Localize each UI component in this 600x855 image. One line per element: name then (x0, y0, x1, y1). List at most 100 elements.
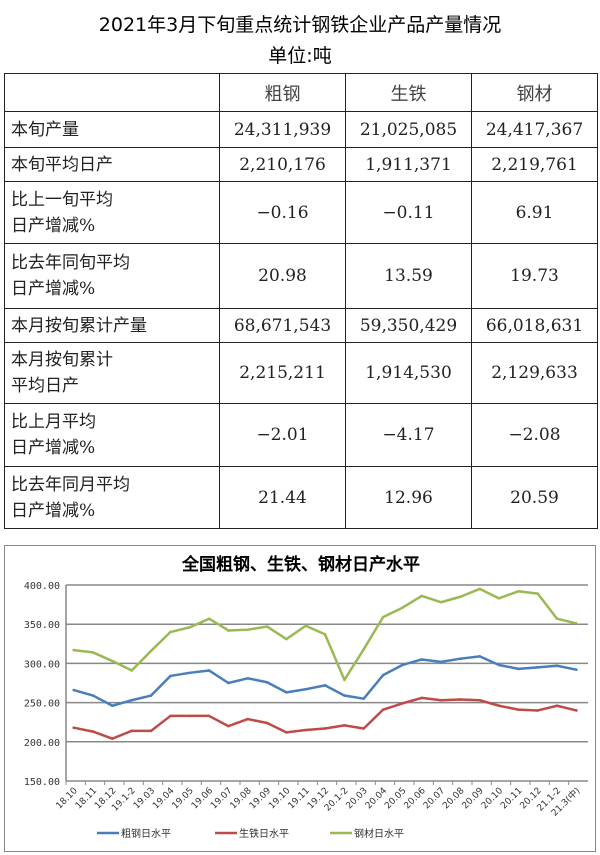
data-point (497, 704, 501, 708)
data-point (72, 726, 76, 729)
data-point (362, 647, 366, 651)
data-point (343, 694, 346, 697)
cell-value: 1,914,530 (345, 342, 472, 404)
data-point (555, 664, 559, 668)
data-point (420, 696, 424, 700)
data-point (130, 729, 134, 733)
data-point (304, 624, 308, 628)
cell-value: −0.16 (219, 181, 346, 244)
cell-value: −0.11 (345, 181, 472, 244)
data-point (227, 724, 230, 728)
y-tick-label: 300.00 (24, 659, 60, 670)
row-label: 本旬产量 (4, 111, 220, 148)
table-row: 比去年同月平均 日产增减% 21.44 12.96 20.59 (4, 466, 598, 529)
chart-container: 全国粗钢、生铁、钢材日产水平 150.00 200.00 250.00 300.00 35… (4, 545, 596, 852)
data-point (362, 697, 366, 700)
row-label: 比上月平均 日产增减% (4, 403, 220, 467)
data-point (72, 648, 76, 652)
cell-value: 2,129,633 (471, 342, 598, 404)
cell-value: 2,219,761 (471, 147, 598, 182)
y-tick-label: 350.00 (24, 620, 60, 631)
data-point (323, 684, 327, 687)
data-point (246, 628, 250, 631)
data-point (207, 714, 211, 718)
row-label: 比去年同旬平均 日产增减% (4, 243, 220, 309)
cell-value: 24,311,939 (219, 111, 346, 148)
y-tick-label: 200.00 (24, 738, 60, 749)
data-point (459, 698, 462, 701)
cell-value: 59,350,429 (345, 308, 472, 343)
data-point (111, 704, 114, 708)
production-table: 粗钢 生铁 钢材 本旬产量 24,311,939 21,025,085 24,417,… (4, 73, 598, 529)
data-point (169, 630, 172, 634)
cell-value: 6.91 (471, 181, 598, 244)
data-point (304, 728, 308, 732)
data-point (478, 698, 482, 702)
data-point (130, 669, 134, 672)
cell-value: 66,018,631 (471, 308, 598, 343)
legend-label: 生铁日水平 (239, 827, 289, 840)
data-point (188, 671, 192, 675)
data-point (575, 622, 578, 625)
page-title: 2021年3月下旬重点统计钢铁企业产品产量情况 (98, 14, 502, 36)
data-point (149, 694, 153, 697)
cell-value: 68,671,543 (219, 308, 346, 343)
data-point (497, 663, 501, 667)
data-point (188, 626, 192, 629)
row-label: 本月按旬累计 平均日产 (4, 342, 220, 404)
data-point (149, 649, 153, 653)
data-point (575, 668, 578, 671)
y-tick-label: 150.00 (24, 777, 60, 788)
data-point (459, 595, 462, 599)
data-point (207, 617, 211, 621)
data-point (536, 592, 540, 595)
unit-label: 单位:吨 (268, 45, 332, 67)
data-point (343, 724, 346, 727)
table-header-row: 粗钢 生铁 钢材 (4, 73, 598, 112)
cell-value: 21,025,085 (345, 111, 472, 148)
cell-value: 19.73 (471, 243, 598, 309)
data-point (420, 594, 424, 598)
cell-value: 2,210,176 (219, 147, 346, 182)
data-point (381, 673, 385, 677)
chart-title: 全国粗钢、生铁、钢材日产水平 (181, 554, 420, 575)
cell-value: 1,911,371 (345, 147, 472, 182)
data-point (478, 655, 482, 658)
row-label: 比上一旬平均 日产增减% (4, 181, 220, 244)
header-pig-iron: 生铁 (345, 73, 472, 112)
data-point (517, 667, 520, 671)
data-point (459, 657, 462, 660)
table-row: 本月按旬累计产量 68,671,543 59,350,429 66,018,631 (4, 308, 598, 343)
cell-value: 24,417,367 (471, 111, 598, 148)
y-tick-label: 400.00 (24, 581, 60, 592)
data-point (381, 615, 385, 619)
data-point (362, 727, 366, 730)
data-point (517, 708, 520, 711)
data-point (575, 709, 578, 712)
row-label: 本旬平均日产 (4, 147, 220, 182)
table-row: 本旬产量 24,311,939 21,025,085 24,417,367 (4, 111, 598, 148)
cell-value: −2.01 (219, 403, 346, 467)
data-point (91, 651, 95, 654)
data-point (304, 687, 308, 691)
header-crude-steel: 粗钢 (219, 73, 346, 112)
table-row: 比去年同旬平均 日产增减% 20.98 13.59 19.73 (4, 243, 598, 309)
data-point (401, 606, 404, 610)
table-row: 比上一旬平均 日产增减% −0.16 −0.11 6.91 (4, 181, 598, 244)
data-point (207, 669, 211, 672)
data-point (91, 694, 95, 697)
data-point (130, 698, 134, 702)
cell-value: 20.98 (219, 243, 346, 309)
cell-value: 20.59 (471, 466, 598, 529)
data-point (401, 702, 404, 705)
data-point (343, 678, 346, 682)
data-point (246, 717, 250, 721)
table-row: 本旬平均日产 2,210,176 1,911,371 2,219,761 (4, 147, 598, 182)
cell-value: −2.08 (471, 403, 598, 467)
data-point (323, 727, 327, 730)
data-point (478, 587, 482, 591)
row-label: 本月按旬累计产量 (4, 308, 220, 343)
data-point (439, 698, 443, 702)
data-point (169, 674, 172, 678)
data-point (227, 629, 230, 632)
